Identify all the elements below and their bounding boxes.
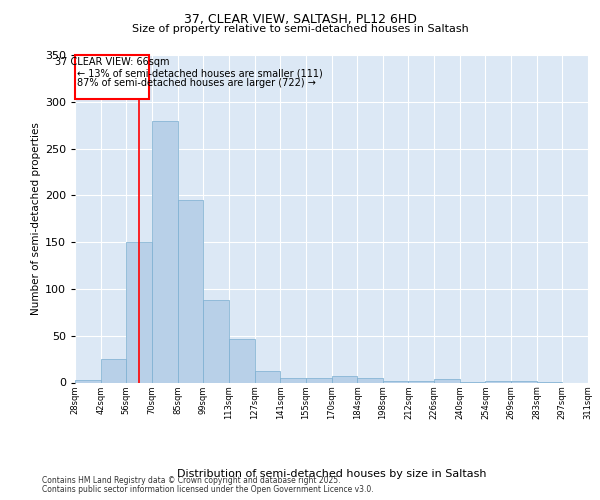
Text: Contains public sector information licensed under the Open Government Licence v3: Contains public sector information licen… bbox=[42, 485, 374, 494]
Bar bbox=[511, 380, 537, 382]
X-axis label: Distribution of semi-detached houses by size in Saltash: Distribution of semi-detached houses by … bbox=[177, 469, 486, 479]
Bar bbox=[434, 379, 460, 382]
Bar bbox=[383, 380, 409, 382]
Bar bbox=[357, 378, 383, 382]
Bar bbox=[485, 380, 511, 382]
Bar bbox=[178, 200, 203, 382]
Bar bbox=[254, 372, 280, 382]
Bar bbox=[229, 338, 254, 382]
Bar bbox=[75, 380, 101, 382]
Bar bbox=[203, 300, 229, 382]
Bar bbox=[101, 359, 127, 382]
Y-axis label: Number of semi-detached properties: Number of semi-detached properties bbox=[31, 122, 41, 315]
Text: 37 CLEAR VIEW: 66sqm: 37 CLEAR VIEW: 66sqm bbox=[55, 57, 169, 67]
FancyBboxPatch shape bbox=[75, 55, 149, 99]
Bar bbox=[152, 120, 178, 382]
Text: Contains HM Land Registry data © Crown copyright and database right 2025.: Contains HM Land Registry data © Crown c… bbox=[42, 476, 341, 485]
Text: Size of property relative to semi-detached houses in Saltash: Size of property relative to semi-detach… bbox=[131, 24, 469, 34]
Bar bbox=[331, 376, 357, 382]
Text: 37, CLEAR VIEW, SALTASH, PL12 6HD: 37, CLEAR VIEW, SALTASH, PL12 6HD bbox=[184, 12, 416, 26]
Bar bbox=[409, 380, 434, 382]
Text: ← 13% of semi-detached houses are smaller (111): ← 13% of semi-detached houses are smalle… bbox=[77, 68, 323, 78]
Bar bbox=[127, 242, 152, 382]
Bar bbox=[306, 378, 331, 382]
Bar bbox=[280, 378, 306, 382]
Text: 87% of semi-detached houses are larger (722) →: 87% of semi-detached houses are larger (… bbox=[77, 78, 316, 88]
